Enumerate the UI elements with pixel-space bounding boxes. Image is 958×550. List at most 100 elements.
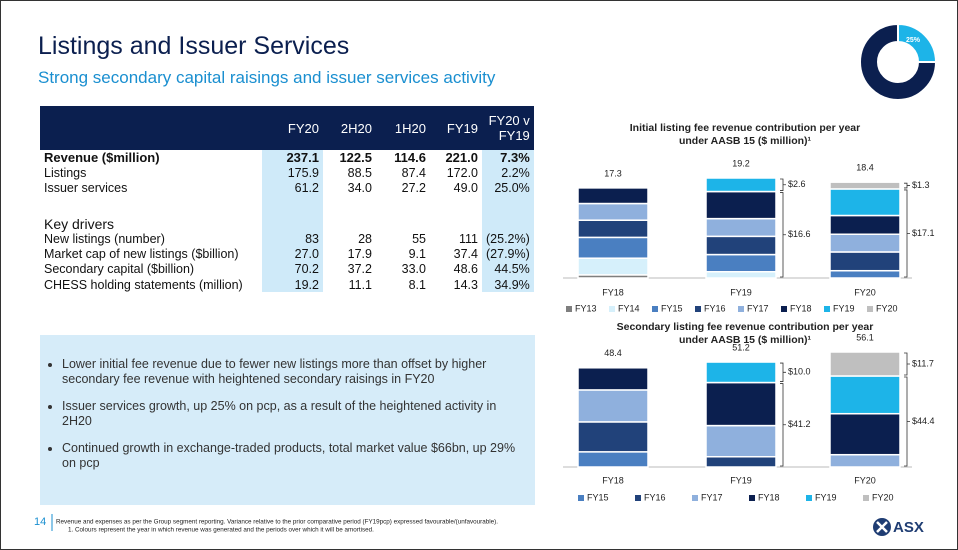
legend-label: FY19 [815,492,837,502]
row-label: New listings (number) [44,231,165,246]
bar-segment [829,412,901,456]
spacer-cell [482,195,534,214]
brace [780,178,786,191]
total-label: 17.3 [604,168,622,178]
legend-swatch [863,495,869,501]
chart-title: under AASB 15 ($ million)¹ [679,135,812,147]
cell: 33.0 [401,262,426,277]
bar-segment [577,389,649,423]
cell: (25.2%) [482,231,534,247]
bullet-box: Lower initial fee revenue due to fewer n… [40,335,535,505]
table-row: Issuer services 61.2 34.0 27.2 49.0 25.0% [40,180,534,196]
donut-remainder [859,22,938,101]
spacer-cell [40,196,262,214]
spacer-cell [376,196,430,214]
title: Listings and Issuer Services [38,32,350,60]
bar-segment [577,421,649,453]
total-label: 51.2 [732,342,750,352]
cell: 27.2 [401,181,426,196]
bar-segment [829,453,901,468]
brace-label: $11.7 [912,358,934,368]
footnote: 1. Colours represent the year in which r… [68,527,374,534]
bar-segment [705,456,777,468]
bar-segment [705,381,777,427]
brace-label: $2.6 [788,179,806,189]
bar-segment [829,188,901,217]
bullet-list: Lower initial fee revenue due to fewer n… [48,357,521,471]
subtitle: Strong secondary capital raisings and is… [38,68,496,87]
legend-label: FY16 [644,492,666,502]
legend-label: FY15 [661,303,683,313]
logo-x [876,521,888,533]
brace [904,189,910,278]
chart-title: Initial listing fee revenue contribution… [630,122,860,134]
row-label: Issuer services [44,181,128,196]
cell: 9.1 [408,247,426,262]
brace-label: $16.6 [788,229,811,239]
cell: 17.9 [347,247,372,262]
bar-segment [577,236,649,259]
header-cell: FY20 v FY19 [482,106,534,150]
table-row: New listings (number) 83 28 55 111 (25.2%) [40,231,534,247]
cell: 28 [358,231,372,246]
x-tick-label: FY18 [602,475,624,485]
legend-swatch [692,495,698,501]
bar-segment [705,235,777,256]
brace [780,383,786,467]
legend-label: FY13 [575,303,597,313]
legend-label: FY19 [833,303,855,313]
cell: 19.2 [262,277,323,293]
bar-segment [829,233,901,253]
bullet: Lower initial fee revenue due to fewer n… [62,357,521,387]
table-row: Revenue ($million) 237.1 122.5 114.6 221.0 7.… [40,149,534,166]
legend-swatch [806,495,812,501]
total-label: 19.2 [732,158,750,168]
legend-label: FY20 [876,303,898,313]
empty-cell [323,214,376,231]
x-tick-label: FY19 [730,287,752,297]
bar-segment [577,219,649,239]
x-tick-label: FY19 [730,475,752,485]
legend-label: FY20 [872,492,894,502]
row-label: Listings [44,165,87,180]
logo-text: ASX [893,519,924,536]
bar-segment [705,424,777,458]
legend-swatch [738,306,744,312]
bar-segment [577,451,649,468]
brace-label: $10.0 [788,367,811,377]
donut-label: 25% [906,37,921,44]
cell: 55 [412,231,426,246]
legend-swatch [749,495,755,501]
cell: 2.2% [482,165,534,181]
cell: 49.0 [453,181,478,196]
cell: 237.1 [262,150,323,166]
header-cell [40,106,262,150]
cell: 87.4 [401,165,426,180]
legend-swatch [652,306,658,312]
cell: 70.2 [262,261,323,278]
x-tick-label: FY18 [602,287,624,297]
cell: 122.5 [339,149,372,165]
bar-segment [705,253,777,273]
cell: 172.0 [446,165,478,180]
bar-segment [705,190,777,220]
cell: 34.9% [482,277,534,293]
cell: 48.6 [453,262,478,277]
section-heading-row: Key drivers [40,213,534,232]
legend-swatch [824,306,830,312]
row-label: Market cap of new listings ($billion) [44,247,239,262]
legend-label: FY15 [587,492,609,502]
cell: 34.0 [347,181,372,196]
x-tick-label: FY20 [854,287,876,297]
section-heading: Key drivers [44,215,115,232]
chart-title: Secondary listing fee revenue contributi… [617,321,874,333]
brace-label: $44.4 [912,416,935,426]
bar-segment [577,257,649,276]
data-table: FY20 2H20 1H20 FY19 FY20 v FY19 Revenue ($mil… [40,106,534,293]
cell: 61.2 [262,180,323,196]
cell: 83 [262,231,323,247]
legend-label: FY17 [701,492,723,502]
cell: 175.9 [262,165,323,181]
header-cell: FY20 [262,106,323,150]
